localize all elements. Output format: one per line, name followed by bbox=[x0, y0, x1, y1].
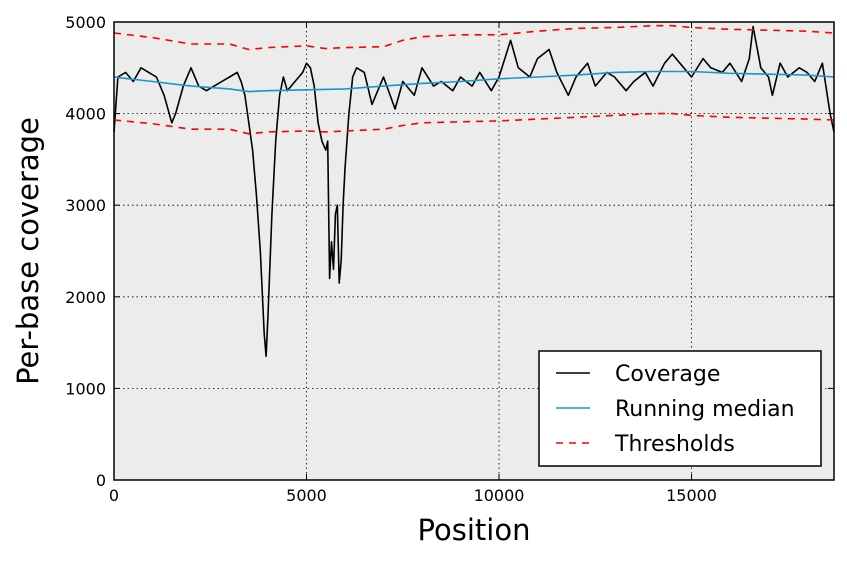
x-tick-label: 10000 bbox=[474, 486, 525, 505]
series-line-thresholds bbox=[113, 24, 835, 51]
series-lines bbox=[113, 24, 835, 358]
y-tick-label: 3000 bbox=[65, 196, 106, 215]
x-axis-label: Position bbox=[418, 513, 531, 547]
y-tick-label: 4000 bbox=[65, 105, 106, 124]
series-line-running-median bbox=[113, 70, 835, 93]
x-tick-label: 5000 bbox=[286, 486, 327, 505]
series-line-threshold-lower bbox=[113, 112, 835, 135]
legend-label-coverage: Coverage bbox=[615, 362, 720, 387]
y-axis-label: Per-base coverage bbox=[11, 117, 45, 385]
legend: Coverage Running median Thresholds bbox=[538, 350, 822, 467]
legend-label-running-median: Running median bbox=[615, 397, 795, 422]
y-tick-label: 1000 bbox=[65, 379, 106, 398]
legend-label-thresholds: Thresholds bbox=[614, 432, 735, 457]
series-line-coverage bbox=[113, 25, 835, 358]
y-tick-label: 5000 bbox=[65, 13, 106, 32]
plot-frame bbox=[113, 21, 835, 481]
x-tick-label: 15000 bbox=[666, 486, 717, 505]
x-tick-label: 0 bbox=[109, 486, 119, 505]
y-tick-label: 0 bbox=[96, 471, 106, 490]
y-tick-label: 2000 bbox=[65, 288, 106, 307]
axis-ticks: 0 5000 10000 15000 0 1000 2000 3000 4000 5000 bbox=[65, 13, 834, 505]
